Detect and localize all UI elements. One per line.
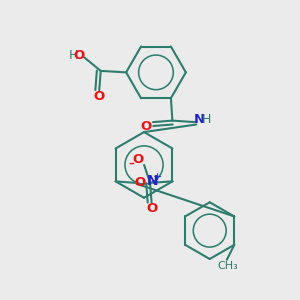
Text: N: N — [147, 174, 158, 188]
Text: +: + — [153, 172, 162, 182]
Text: O: O — [135, 176, 146, 189]
Text: O: O — [73, 50, 85, 62]
Text: CH₃: CH₃ — [217, 261, 238, 271]
Text: H: H — [68, 50, 78, 62]
Text: O: O — [141, 120, 152, 133]
Text: H: H — [202, 113, 211, 126]
Text: O: O — [93, 90, 104, 103]
Text: N: N — [194, 113, 205, 126]
Text: -: - — [129, 154, 134, 172]
Text: O: O — [146, 202, 158, 215]
Text: O: O — [132, 153, 143, 166]
